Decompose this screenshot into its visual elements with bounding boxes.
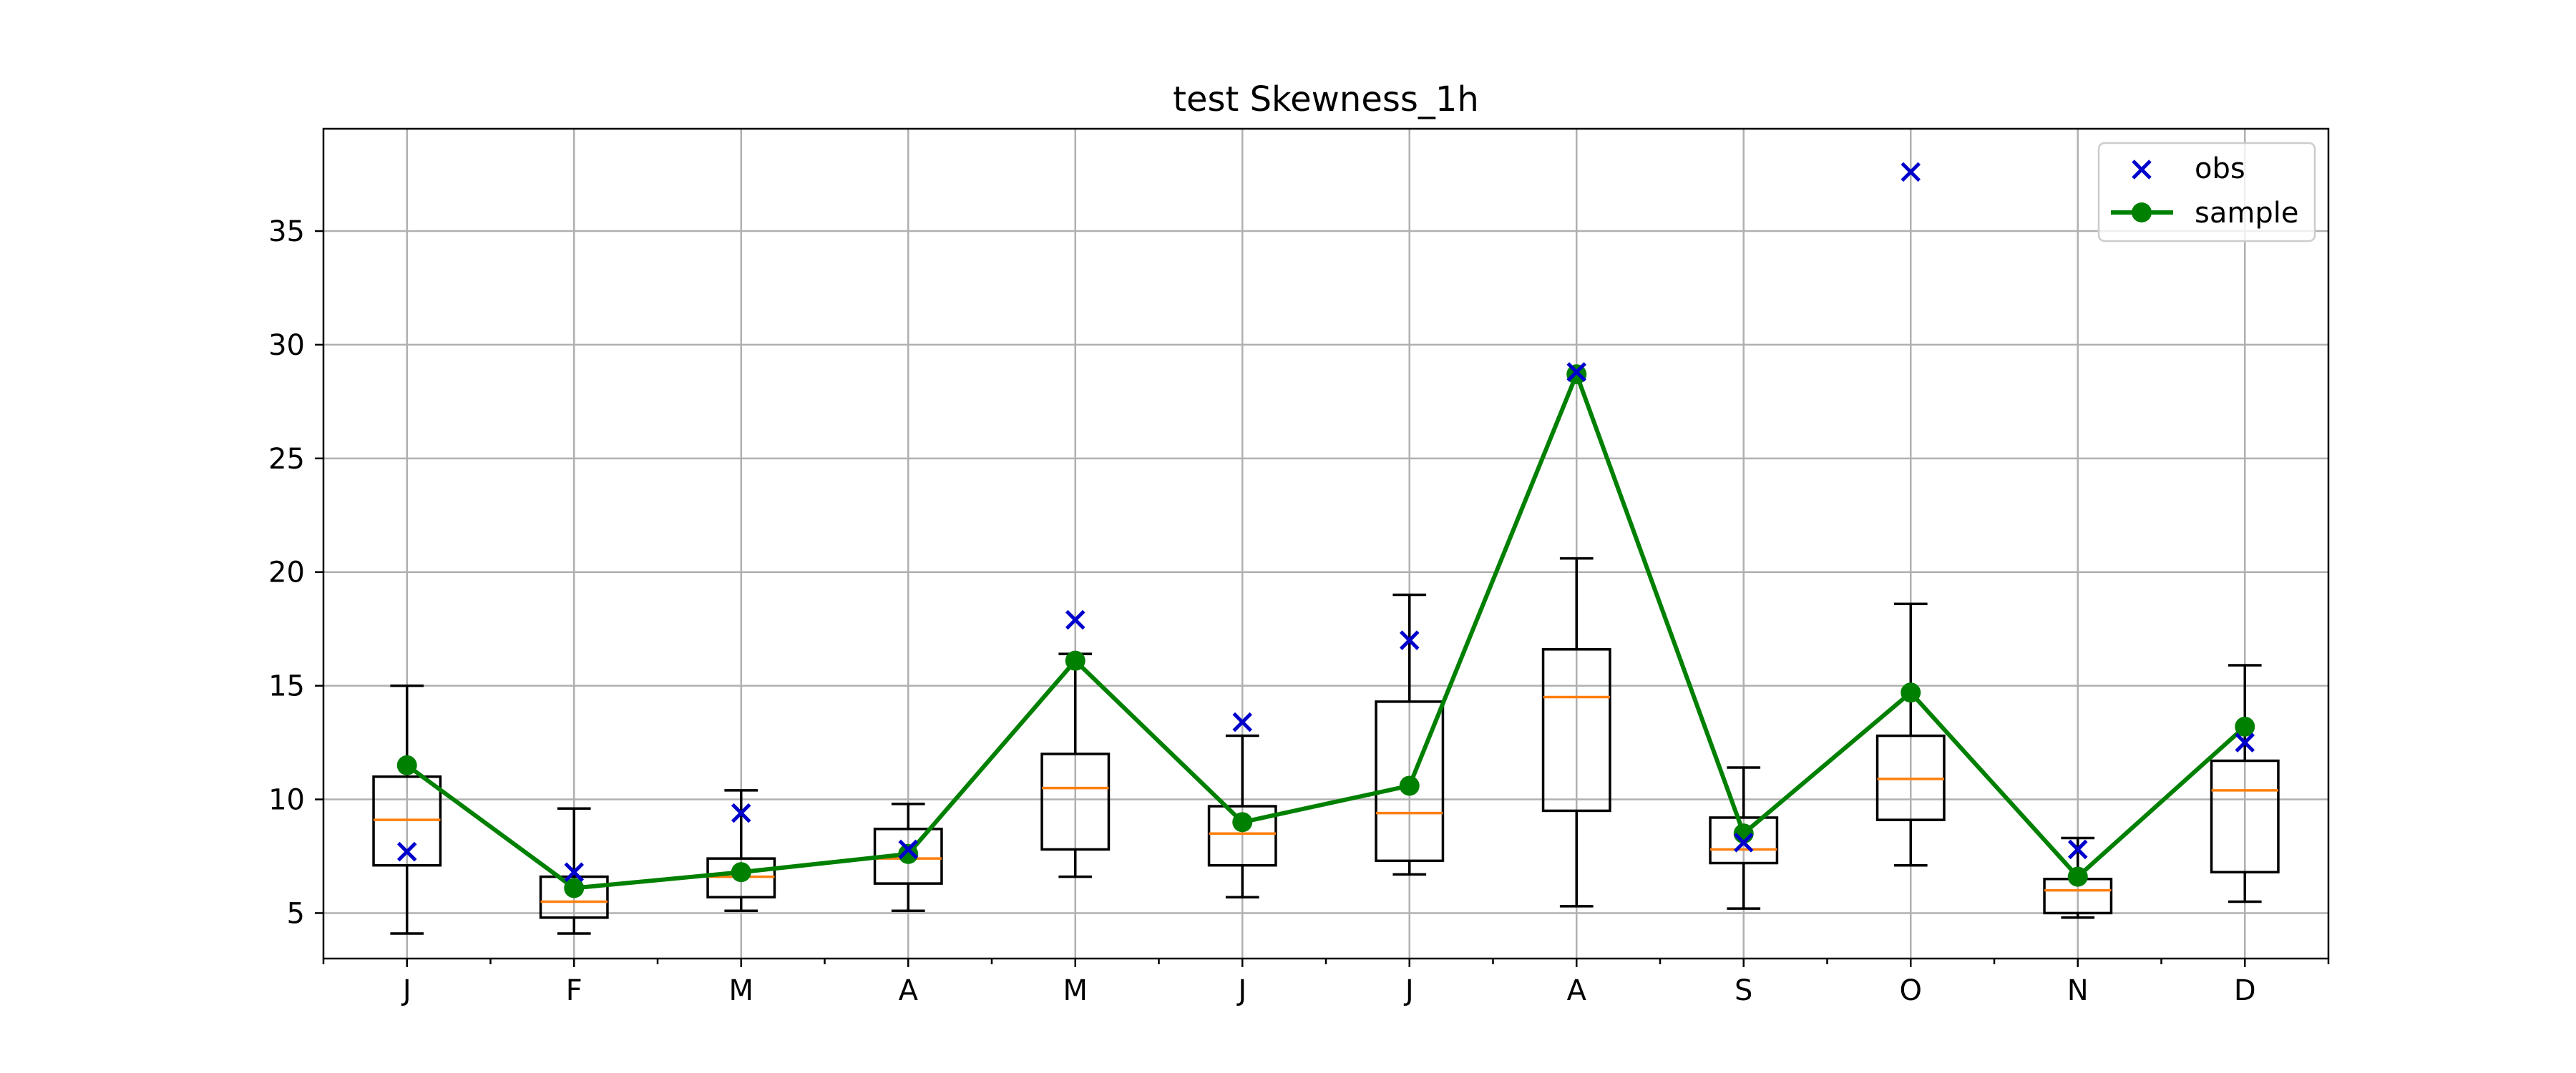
obs-stroke-b (1399, 630, 1420, 650)
legend-sample-dot (2132, 202, 2152, 222)
sample-point-6 (1399, 775, 1420, 796)
series (396, 162, 2255, 898)
x-tick-label-10: N (2067, 974, 2089, 1007)
y-tick-label-0: 5 (287, 897, 305, 930)
legend-obs-marker (2132, 160, 2152, 180)
obs-stroke-b (1733, 833, 1754, 853)
boxplot-9 (1875, 602, 1946, 867)
box-iqr (1709, 816, 1779, 865)
box-iqr (2210, 759, 2280, 873)
obs-point-11 (2235, 733, 2255, 753)
x-tick-label-3: A (899, 974, 919, 1007)
x-tick-label-7: A (1567, 974, 1587, 1007)
legend: obs sample (2097, 142, 2316, 242)
y-tick-label-5: 30 (268, 329, 305, 362)
obs-stroke-b (898, 839, 919, 860)
sample-point-4 (1065, 650, 1085, 671)
x-tick-label-5: J (1236, 974, 1246, 1007)
box-iqr (1207, 805, 1277, 867)
x-tick-label-4: M (1063, 974, 1088, 1007)
chart-title: test Skewness_1h (1173, 79, 1479, 119)
legend-box (2097, 142, 2316, 242)
plot-frame (322, 127, 2330, 960)
x-tick-label-11: D (2234, 974, 2256, 1007)
boxplot-6 (1375, 593, 1445, 876)
x-tick-label-1: F (566, 974, 582, 1007)
sample-point-3 (898, 843, 919, 864)
boxplot-5 (1207, 734, 1277, 898)
obs-point-6 (1399, 630, 1420, 650)
legend-label-obs: obs (2195, 152, 2245, 185)
obs-stroke-b (2235, 733, 2255, 753)
box-iqr (539, 875, 609, 919)
obs-point-10 (2067, 839, 2088, 860)
x-tick-label-0: J (401, 974, 411, 1007)
obs-stroke-b (1232, 712, 1253, 733)
y-tick-label-4: 25 (268, 443, 305, 476)
obs-point-5 (1232, 712, 1253, 733)
box-iqr (1375, 700, 1445, 863)
obs-stroke-b (731, 803, 751, 823)
legend-obs-x (2132, 160, 2152, 180)
grid (323, 129, 2328, 959)
y-tick-label-1: 10 (268, 784, 305, 817)
obs-point-7 (1566, 362, 1587, 382)
boxplot-1 (539, 807, 609, 935)
ticks: 5 10 15 20 25 30 35 J F M A M J J A S O N D (268, 215, 2330, 1007)
obs-point-2 (731, 803, 751, 823)
obs-point-9 (1901, 162, 1921, 182)
y-tick-label-2: 15 (268, 670, 305, 703)
y-tick-label-6: 35 (268, 215, 305, 248)
sample-point-2 (731, 862, 751, 883)
obs-point-4 (1065, 609, 1085, 630)
obs-point-1 (564, 862, 585, 883)
obs-point-8 (1733, 833, 1754, 853)
boxplot-0 (372, 684, 442, 935)
obs-stroke-b (1566, 362, 1587, 382)
box-iqr (1541, 648, 1611, 813)
x-tick-label-9: O (1900, 974, 1922, 1007)
obs-stroke-b (2067, 839, 2088, 860)
sample-point-5 (1232, 812, 1253, 833)
boxplots (372, 557, 2280, 935)
obs-stroke-b (564, 862, 585, 883)
sample-point-1 (564, 878, 585, 898)
obs-stroke-b (1065, 609, 1085, 630)
sample-point-11 (2235, 716, 2255, 737)
obs-point-0 (396, 841, 417, 862)
obs-point-3 (898, 839, 919, 860)
legend-label-sample: sample (2195, 197, 2298, 230)
sample-point-9 (1901, 682, 1921, 703)
boxplot-7 (1541, 557, 1611, 908)
sample-line (405, 368, 2247, 891)
boxplot-8 (1709, 766, 1779, 910)
sample-point-10 (2067, 866, 2088, 887)
x-tick-label-2: M (728, 974, 753, 1007)
y-tick-label-3: 20 (268, 557, 305, 589)
obs-stroke-b (1901, 162, 1921, 182)
sample-point-0 (396, 755, 417, 775)
x-tick-label-8: S (1735, 974, 1752, 1007)
obs-stroke-b (2132, 160, 2152, 180)
obs-stroke-b (396, 841, 417, 862)
box-iqr (1040, 753, 1111, 851)
x-tick-label-6: J (1403, 974, 1414, 1007)
